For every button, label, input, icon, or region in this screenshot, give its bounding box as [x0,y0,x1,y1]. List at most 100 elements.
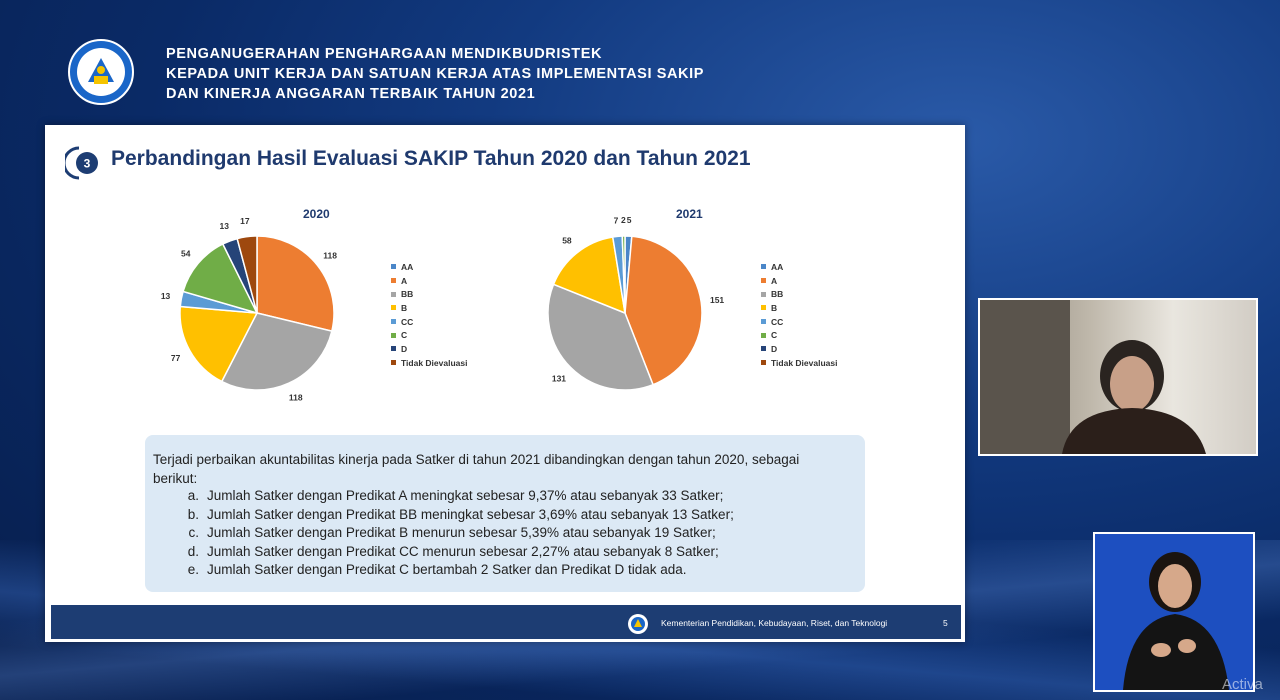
legend-label: A [771,275,778,286]
legend-swatch [391,291,396,297]
pie-data-label: 7 [614,215,619,225]
legend-swatch [391,278,396,284]
legend-item: B [391,301,467,315]
slide-footer: Kementerian Pendidikan, Kebudayaan, Rise… [51,605,961,639]
info-list-marker: a. [187,488,199,503]
speaker-video [978,298,1258,456]
legend-2020: AA A BB B CC C D Tidak Dievaluasi [391,260,467,370]
info-list-text: Jumlah Satker dengan Predikat BB meningk… [207,506,734,522]
info-intro: Terjadi perbaikan akuntabilitas kinerja … [153,452,800,486]
pie-data-label: 5 [627,215,632,225]
legend-label: A [401,275,408,286]
pie-data-label: 17 [240,216,250,226]
info-list-marker: b. [187,506,199,522]
legend-label: BB [401,289,414,300]
pie-slice-a [624,235,703,386]
info-list-item: b. Jumlah Satker dengan Predikat BB menin… [153,506,853,525]
pie-data-label: 118 [323,250,337,260]
pie-slice-a [256,235,335,333]
legend-item: Tidak Dievaluasi [761,356,837,370]
pie-slice-b [552,236,626,315]
speaker-figure [980,300,1206,454]
event-title-line1: PENGANUGERAHAN PENGHARGAAN MENDIKBUDRIST… [166,46,603,62]
legend-swatch [391,264,396,270]
legend-swatch [391,319,396,325]
legend-item: C [391,328,467,342]
info-list-text: Jumlah Satker dengan Predikat B menurun … [207,525,716,540]
legend-label: C [401,330,408,341]
pie-data-label: 13 [161,291,171,301]
interpreter-figure [1123,552,1229,690]
legend-label: Tidak Dievaluasi [771,357,838,368]
event-title: PENGANUGERAHAN PENGHARGAAN MENDIKBUDRIST… [166,44,704,104]
pie-data-label: 2 [621,215,626,225]
slide-number-badge: 3 [65,146,98,180]
event-title-line3: DAN KINERJA ANGGARAN TERBAIK TAHUN 2021 [166,86,536,102]
legend-item: AA [761,260,837,274]
slide-title: Perbandingan Hasil Evaluasi SAKIP Tahun … [111,147,751,170]
legend-label: D [401,343,408,354]
legend-swatch [761,319,766,325]
legend-item: CC [761,315,837,329]
legend-label: C [771,330,778,341]
event-title-line2: KEPADA UNIT KERJA DAN SATUAN KERJA ATAS … [166,66,705,82]
pie-data-label: 58 [562,235,572,245]
pie-data-label: 77 [171,353,181,363]
pie-slice-bb [547,283,655,391]
info-list-text: Jumlah Satker dengan Predikat C bertamba… [207,562,687,577]
legend-label: Tidak Dievaluasi [401,357,468,368]
footer-page-number: 5 [943,618,948,628]
legend-item: B [761,301,837,315]
slide-number: 3 [84,157,91,171]
legend-item: A [761,274,837,288]
pie-charts: 118 118 77 13 54 13 17 5 151 131 58 7 2 [161,215,725,403]
legend-label: AA [401,261,414,272]
pie-data-label: 131 [552,373,566,383]
chart-title-2021: 2021 [676,207,703,221]
info-list-marker: c. [188,525,199,540]
legend-item: D [391,342,467,356]
pie-slice-b [179,305,259,383]
pie-slice-tidak-dievaluasi [236,235,258,314]
legend-item: CC [391,315,467,329]
sign-language-interpreter-video [1093,532,1255,692]
legend-item: BB [761,287,837,301]
legend-2021: AA A BB B CC C D Tidak Dievaluasi [761,260,837,370]
legend-item: AA [391,260,467,274]
activation-watermark: Activa [1222,676,1263,693]
legend-item: C [761,328,837,342]
pie-data-label: 118 [289,393,303,403]
legend-swatch [761,278,766,284]
pie-data-label: 151 [710,295,724,305]
legend-swatch [761,291,766,297]
info-list-text: Jumlah Satker dengan Predikat CC menurun… [207,543,719,559]
legend-item: A [391,274,467,288]
legend-swatch [391,332,396,338]
info-list-item: c. Jumlah Satker dengan Predikat B menuru… [153,524,853,543]
legend-label: B [771,302,778,313]
info-list-item: e. Jumlah Satker dengan Predikat C bertam… [153,561,853,580]
legend-swatch [761,332,766,338]
chart-title-2020: 2020 [303,207,330,221]
legend-swatch [761,305,766,311]
legend-label: AA [771,261,784,272]
info-box: Terjadi perbaikan akuntabilitas kinerja … [145,435,865,592]
info-list: a. Jumlah Satker dengan Predikat A mening… [153,487,853,580]
legend-item: Tidak Dievaluasi [391,356,467,370]
pie-slice-c [182,242,259,315]
pie-slice-bb [220,312,333,391]
legend-label: CC [401,316,414,327]
pie-data-label: 13 [219,221,229,231]
pie-slice-c [621,235,626,314]
legend-label: D [771,343,778,354]
legend-label: CC [771,316,784,327]
legend-swatch [391,346,396,352]
presentation-slide: 3 Perbandingan Hasil Evaluasi SAKIP Tahu… [45,125,965,642]
info-list-marker: e. [187,562,199,577]
info-list-item: a. Jumlah Satker dengan Predikat A mening… [153,487,853,506]
ministry-logo [628,614,648,634]
footer-ministry-name: Kementerian Pendidikan, Kebudayaan, Rise… [661,618,888,628]
legend-swatch [761,360,766,366]
legend-swatch [761,264,766,270]
info-list-marker: d. [187,543,199,559]
